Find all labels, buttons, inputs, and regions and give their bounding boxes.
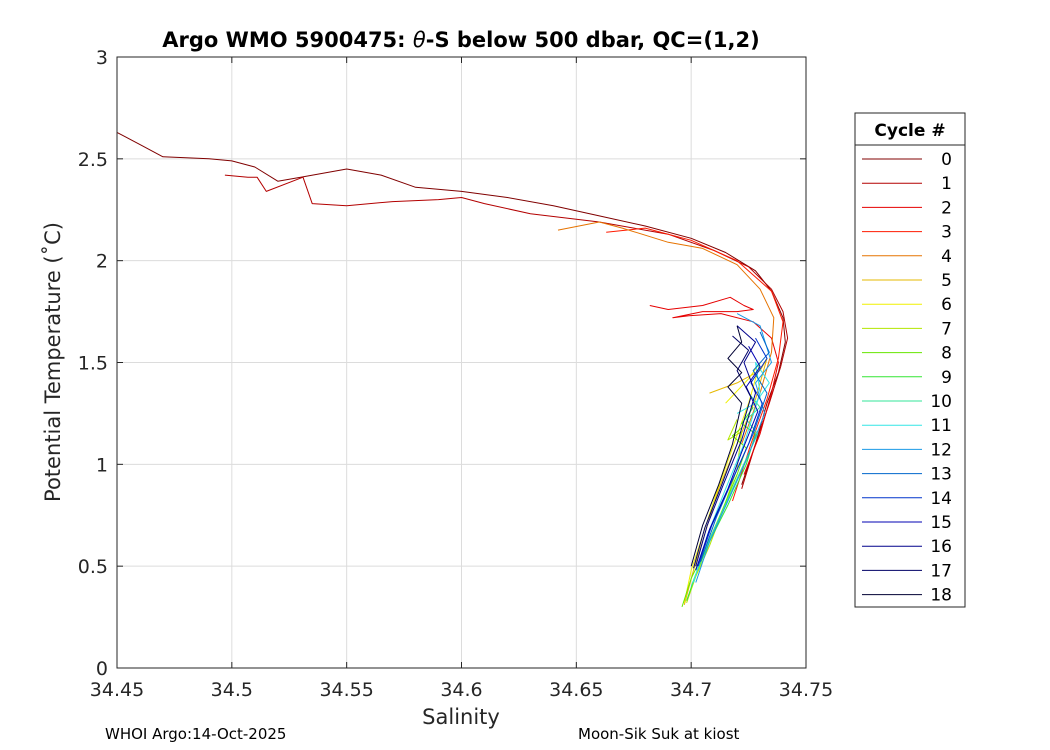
legend-label-cycle-17: 17 bbox=[930, 561, 952, 581]
series-line-cycle-0 bbox=[117, 131, 786, 485]
y-tick-label: 3 bbox=[96, 47, 108, 69]
series-line-cycle-5 bbox=[683, 357, 768, 606]
x-tick-label: 34.45 bbox=[90, 679, 144, 701]
legend-label-cycle-10: 10 bbox=[930, 392, 952, 412]
series-line-cycle-7 bbox=[686, 419, 743, 603]
title-theta: θ bbox=[413, 28, 426, 52]
y-tick-label: 0.5 bbox=[78, 556, 108, 578]
x-tick-label: 34.5 bbox=[211, 679, 253, 701]
series-line-cycle-15 bbox=[695, 345, 761, 571]
legend-label-cycle-13: 13 bbox=[930, 465, 952, 485]
y-tick-label: 1.5 bbox=[78, 353, 108, 375]
series-line-cycle-1 bbox=[224, 174, 789, 489]
legend-label-cycle-11: 11 bbox=[930, 416, 952, 436]
legend-label-cycle-2: 2 bbox=[941, 198, 952, 218]
footer-right: Moon-Sik Suk at kiost bbox=[578, 725, 740, 743]
legend-label-cycle-18: 18 bbox=[930, 586, 952, 606]
x-tick-label: 34.55 bbox=[319, 679, 373, 701]
legend-label-cycle-8: 8 bbox=[941, 344, 952, 364]
legend-label-cycle-3: 3 bbox=[941, 223, 952, 243]
series-line-cycle-16 bbox=[695, 325, 756, 567]
y-tick-label: 0 bbox=[96, 658, 108, 680]
series-line-cycle-6 bbox=[683, 362, 761, 603]
title-suffix: -S below 500 dbar, QC=(1,2) bbox=[426, 28, 760, 52]
series-line-cycle-18 bbox=[690, 325, 743, 567]
legend-label-cycle-5: 5 bbox=[941, 271, 952, 291]
y-tick-label: 2.5 bbox=[78, 149, 108, 171]
legend-label-cycle-9: 9 bbox=[941, 368, 952, 388]
legend-label-cycle-1: 1 bbox=[941, 174, 952, 194]
series-line-cycle-12 bbox=[695, 313, 772, 583]
legend-label-cycle-12: 12 bbox=[930, 440, 952, 460]
legend-label-cycle-16: 16 bbox=[930, 537, 952, 557]
legend-label-cycle-7: 7 bbox=[941, 319, 952, 339]
series-layer bbox=[117, 131, 789, 608]
legend-label-cycle-0: 0 bbox=[941, 150, 952, 170]
series-line-cycle-17 bbox=[693, 335, 752, 569]
footer-left: WHOI Argo:14-Oct-2025 bbox=[105, 725, 287, 743]
legend-label-cycle-6: 6 bbox=[941, 295, 952, 315]
axis-ticks: 34.45 34.5 34.55 34.6 34.65 34.7 34.75 0 0.5 1 1.5… bbox=[78, 47, 833, 701]
legend-box bbox=[854, 112, 966, 608]
x-axis-label: Salinity bbox=[422, 705, 500, 729]
legend-label-cycle-4: 4 bbox=[941, 247, 952, 267]
legend-title: Cycle # bbox=[874, 121, 945, 141]
y-tick-label: 2 bbox=[96, 251, 108, 273]
y-tick-label: 1 bbox=[96, 454, 108, 476]
chart-title: Argo WMO 5900475: θ-S below 500 dbar, QC… bbox=[162, 28, 759, 52]
legend-label-cycle-15: 15 bbox=[930, 513, 952, 533]
legend-label-cycle-14: 14 bbox=[930, 489, 952, 509]
series-line-cycle-13 bbox=[699, 331, 770, 563]
x-tick-label: 34.7 bbox=[670, 679, 712, 701]
series-line-cycle-8 bbox=[681, 427, 747, 608]
title-prefix: Argo WMO 5900475: bbox=[162, 28, 413, 52]
series-line-cycle-4 bbox=[557, 221, 775, 445]
series-line-cycle-2 bbox=[649, 296, 779, 475]
x-tick-label: 34.65 bbox=[549, 679, 603, 701]
series-line-cycle-3 bbox=[606, 227, 784, 502]
x-tick-label: 34.75 bbox=[779, 679, 833, 701]
x-tick-label: 34.6 bbox=[440, 679, 482, 701]
y-axis-label: Potential Temperature (˚C) bbox=[41, 222, 65, 502]
